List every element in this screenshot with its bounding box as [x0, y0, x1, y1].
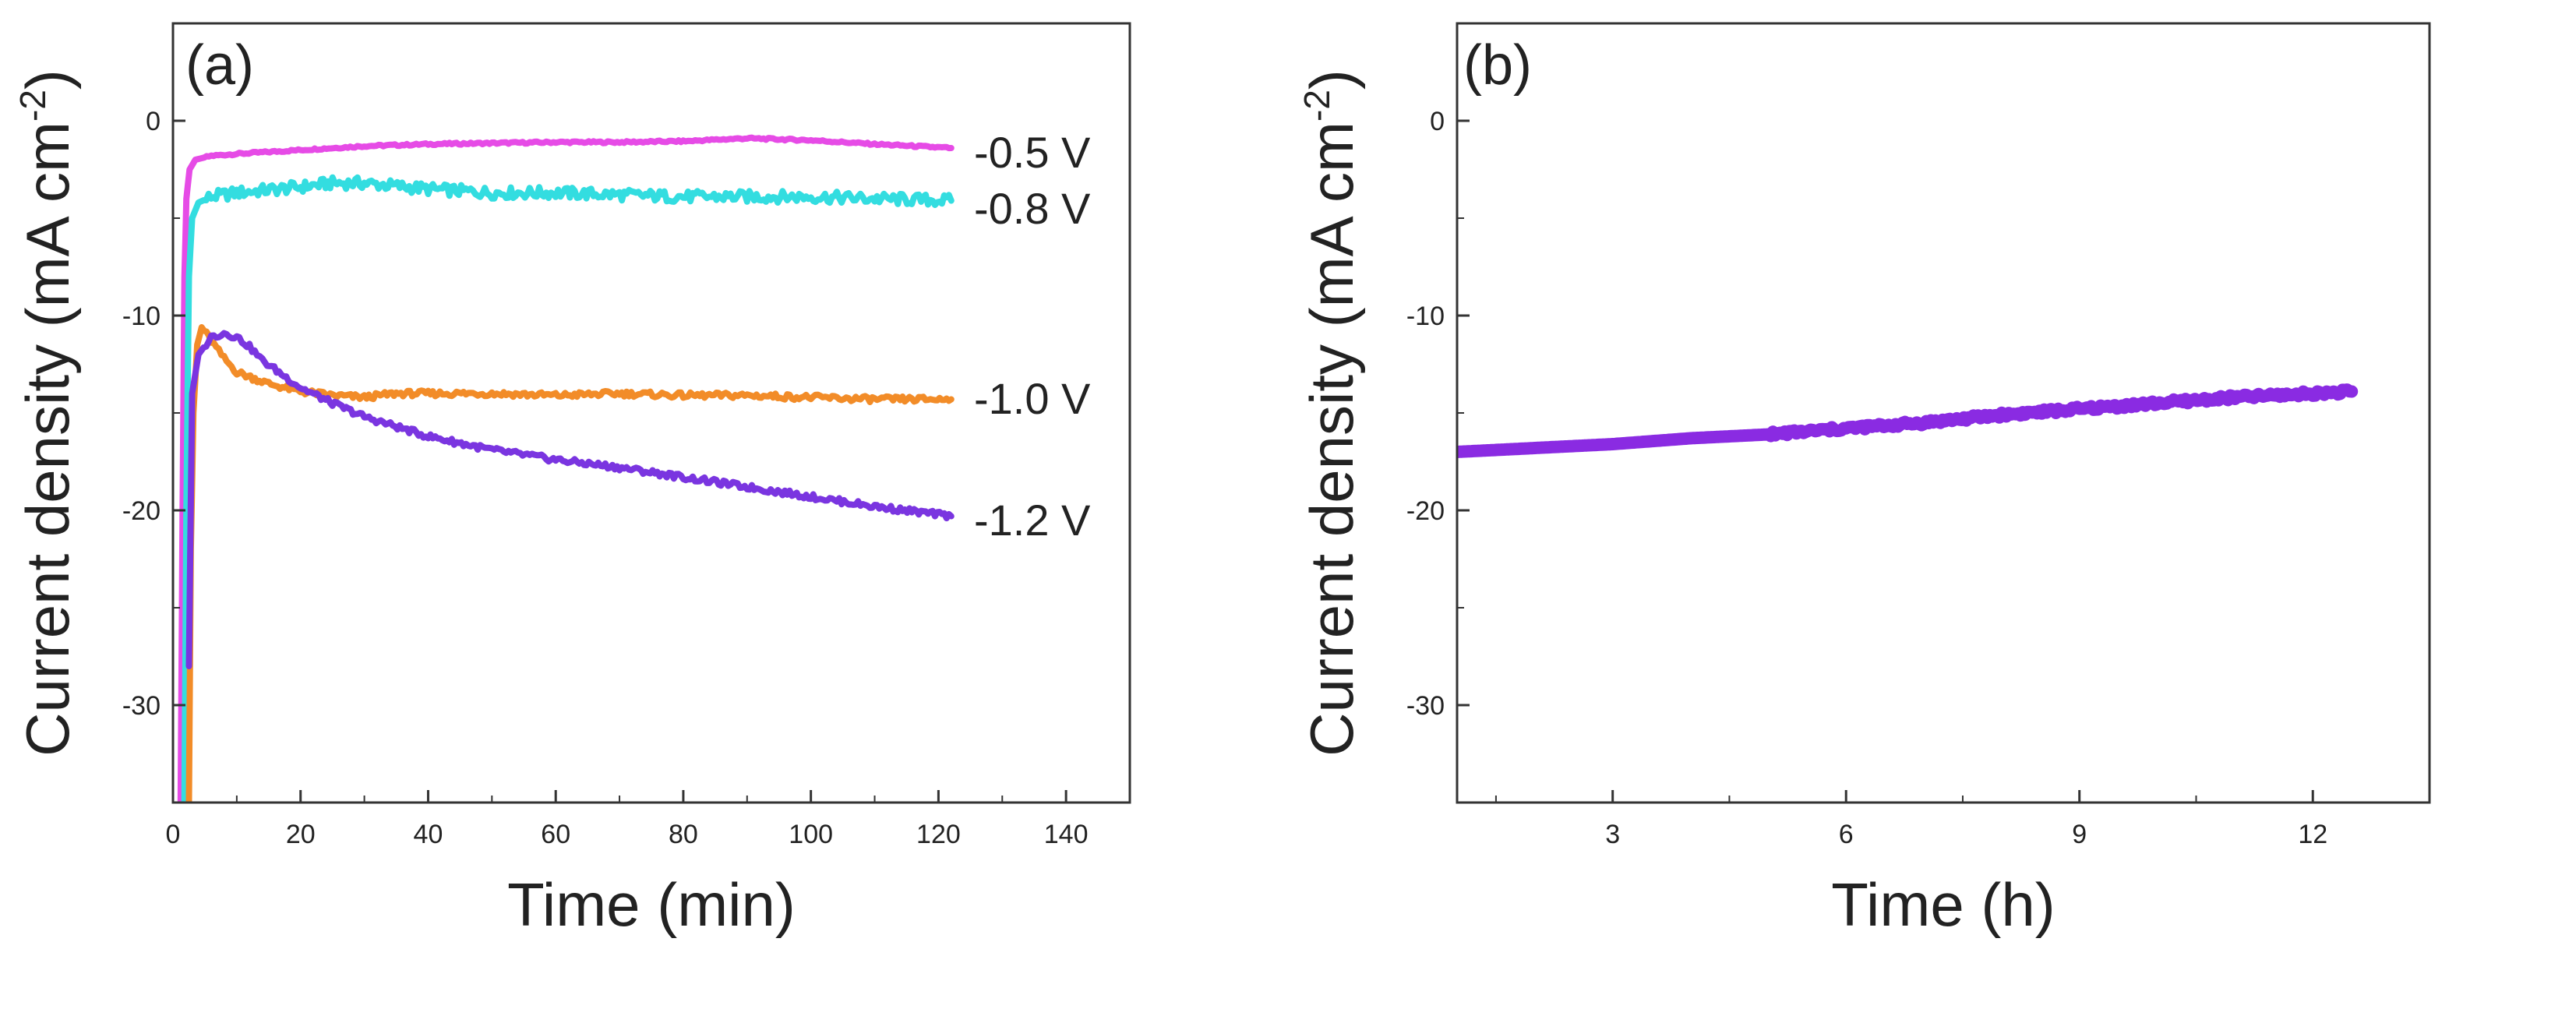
panel-b-chart: 3 6 9 12 0 -10 -20 -30 (b) Time (h) Current den… [1297, 22, 2431, 939]
panel-b-y-axis-title-end: ) [1297, 69, 1366, 90]
panel-a-y-tick-label: 0 [146, 107, 161, 136]
panel-b-x-tick-label: 9 [2072, 820, 2087, 849]
panel-a-x-tick-label: 20 [286, 820, 316, 849]
panel-a-y-tick-label: -20 [122, 496, 161, 526]
panel-a-x-tick-label: 80 [669, 820, 698, 849]
panel-b-x-axis-title: Time (h) [1831, 870, 2055, 939]
panel-b-y-axis-title-exponent: -2 [1297, 90, 1337, 122]
panel-a-x-tick-label: 0 [166, 820, 181, 849]
panel-b-x-tick-label: 12 [2298, 820, 2327, 849]
panel-a-series-2-label: -0.8 V [974, 184, 1091, 233]
panel-a-x-tick-label: 140 [1044, 820, 1089, 849]
panel-a-y-axis-title-end: ) [13, 69, 82, 90]
panel-a-y-axis-title-main: Current density (mA cm [13, 122, 82, 757]
panel-b-y-tick-label: 0 [1430, 107, 1445, 136]
panel-a-series-1-line [177, 134, 955, 803]
panel-b-x-tick-label: 6 [1839, 820, 1854, 849]
panel-b-y-tick-label: -30 [1406, 691, 1445, 721]
panel-a-series-2-line [181, 174, 955, 803]
panel-a-label: (a) [185, 34, 254, 97]
panel-a-x-tick-label: 40 [414, 820, 443, 849]
panel-a-y-axis-title: Current density (mA cm-2) [12, 69, 82, 757]
panel-a-y-tick-label: -30 [122, 691, 161, 721]
panel-b-y-tick-label: -10 [1406, 302, 1445, 331]
panel-a-x-tick-label: 60 [541, 820, 570, 849]
panel-b-y-axis-title-main: Current density (mA cm [1297, 122, 1366, 757]
panel-b-series-1-line [1457, 383, 2359, 458]
panel-a-x-tick-label: 100 [789, 820, 833, 849]
panel-a-series-1-label: -0.5 V [974, 128, 1091, 177]
panel-b-plot-frame [1456, 22, 2431, 804]
panel-a-chart: 0 20 40 60 80 100 120 140 0 -10 -20 -30 (a) Time (m… [12, 22, 1131, 939]
panel-a-x-tick-label: 120 [916, 820, 961, 849]
panel-a-series-3-line [185, 324, 955, 803]
panel-b-y-axis-title: Current density (mA cm-2) [1297, 69, 1366, 757]
panel-a-x-axis-title: Time (min) [507, 870, 796, 939]
panel-a-series-4-line [185, 330, 955, 669]
panel-a-y-axis-title-exponent: -2 [12, 90, 53, 122]
panel-b-label: (b) [1463, 34, 1532, 97]
panel-a-series-3-label: -1.0 V [974, 374, 1091, 423]
panel-b-y-tick-label: -20 [1406, 496, 1445, 526]
panel-a-y-tick-label: -10 [122, 302, 161, 331]
panel-a-series-4-label: -1.2 V [974, 496, 1091, 545]
panel-b-x-tick-label: 3 [1605, 820, 1620, 849]
